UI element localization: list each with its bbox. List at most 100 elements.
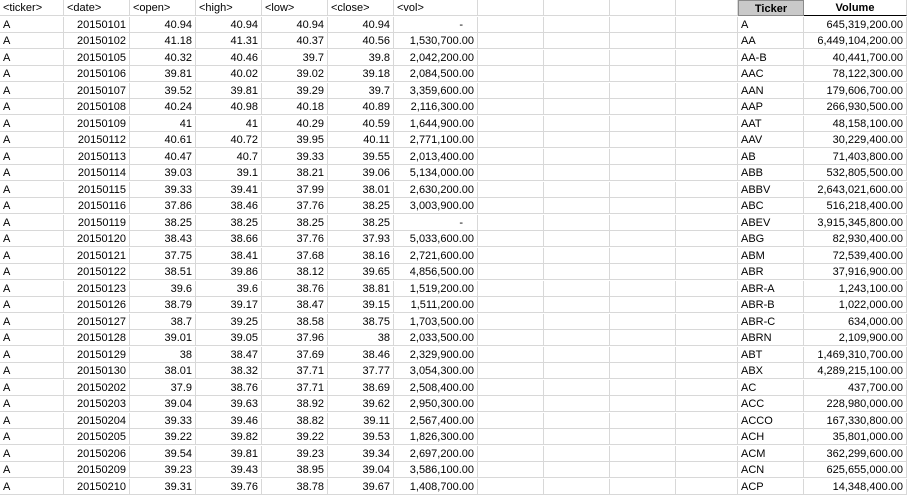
empty-cell[interactable] — [610, 181, 676, 198]
cell-high[interactable]: 39.05 — [196, 330, 262, 346]
cell-low[interactable]: 40.37 — [262, 33, 328, 49]
empty-cell[interactable] — [676, 396, 738, 412]
cell-close[interactable]: 38.81 — [328, 280, 394, 297]
cell-low[interactable]: 39.33 — [262, 148, 328, 165]
empty-cell[interactable] — [676, 412, 738, 429]
cell-low[interactable]: 40.18 — [262, 99, 328, 115]
cell-ticker[interactable]: A — [0, 280, 64, 297]
cell-date[interactable]: 20150116 — [64, 198, 130, 214]
empty-cell[interactable] — [610, 49, 676, 66]
cell-vol[interactable]: 2,042,200.00 — [394, 49, 478, 66]
cell-high[interactable]: 39.46 — [196, 412, 262, 429]
empty-cell[interactable] — [610, 198, 676, 214]
cell-open[interactable]: 40.32 — [130, 49, 196, 66]
empty-cell[interactable] — [676, 49, 738, 66]
empty-cell[interactable] — [544, 231, 610, 247]
cell-ticker[interactable]: A — [0, 462, 64, 478]
cell-date[interactable]: 20150107 — [64, 82, 130, 99]
summary-cell-volume[interactable]: 437,700.00 — [804, 379, 907, 396]
cell-vol[interactable]: 1,826,300.00 — [394, 429, 478, 445]
cell-high[interactable]: 39.1 — [196, 165, 262, 181]
summary-cell-volume[interactable]: 516,218,400.00 — [804, 198, 907, 214]
cell-low[interactable]: 38.25 — [262, 214, 328, 231]
cell-date[interactable]: 20150127 — [64, 313, 130, 330]
cell-low[interactable]: 39.02 — [262, 66, 328, 82]
empty-cell[interactable] — [544, 462, 610, 478]
empty-cell[interactable] — [676, 313, 738, 330]
cell-date[interactable]: 20150114 — [64, 165, 130, 181]
cell-open[interactable]: 38.43 — [130, 231, 196, 247]
cell-vol[interactable]: 1,703,500.00 — [394, 313, 478, 330]
summary-cell-volume[interactable]: 167,330,800.00 — [804, 412, 907, 429]
cell-date[interactable]: 20150210 — [64, 478, 130, 495]
empty-cell[interactable] — [544, 16, 610, 33]
cell-open[interactable]: 39.23 — [130, 462, 196, 478]
empty-cell[interactable] — [610, 429, 676, 445]
cell-vol[interactable]: - — [394, 16, 478, 33]
cell-low[interactable]: 37.99 — [262, 181, 328, 198]
cell-close[interactable]: 39.62 — [328, 396, 394, 412]
empty-cell[interactable] — [610, 82, 676, 99]
empty-cell[interactable] — [610, 66, 676, 82]
cell-open[interactable]: 39.33 — [130, 412, 196, 429]
cell-low[interactable]: 38.95 — [262, 462, 328, 478]
empty-cell[interactable] — [676, 346, 738, 363]
empty-cell[interactable] — [478, 429, 544, 445]
cell-low[interactable]: 38.12 — [262, 264, 328, 280]
empty-cell[interactable] — [478, 33, 544, 49]
empty-cell[interactable] — [610, 16, 676, 33]
cell-ticker[interactable]: A — [0, 429, 64, 445]
empty-cell[interactable] — [676, 363, 738, 379]
cell-low[interactable]: 38.76 — [262, 280, 328, 297]
empty-cell[interactable] — [544, 363, 610, 379]
empty-cell[interactable] — [610, 346, 676, 363]
cell-high[interactable]: 38.46 — [196, 198, 262, 214]
empty-cell[interactable] — [676, 99, 738, 115]
cell-open[interactable]: 39.33 — [130, 181, 196, 198]
cell-close[interactable]: 39.65 — [328, 264, 394, 280]
empty-cell[interactable] — [544, 99, 610, 115]
cell-close[interactable]: 39.34 — [328, 445, 394, 462]
cell-high[interactable]: 38.25 — [196, 214, 262, 231]
summary-cell-volume[interactable]: 30,229,400.00 — [804, 132, 907, 148]
empty-cell[interactable] — [676, 214, 738, 231]
cell-close[interactable]: 39.11 — [328, 412, 394, 429]
summary-cell-volume[interactable]: 35,801,000.00 — [804, 429, 907, 445]
empty-cell[interactable] — [544, 429, 610, 445]
cell-close[interactable]: 40.11 — [328, 132, 394, 148]
empty-cell[interactable] — [544, 330, 610, 346]
cell-date[interactable]: 20150120 — [64, 231, 130, 247]
cell-date[interactable]: 20150112 — [64, 132, 130, 148]
empty-cell[interactable] — [610, 99, 676, 115]
empty-cell[interactable] — [676, 66, 738, 82]
cell-high[interactable]: 39.63 — [196, 396, 262, 412]
cell-open[interactable]: 39.04 — [130, 396, 196, 412]
cell-ticker[interactable]: A — [0, 330, 64, 346]
cell-ticker[interactable]: A — [0, 396, 64, 412]
empty-cell[interactable] — [544, 280, 610, 297]
empty-cell[interactable] — [544, 132, 610, 148]
summary-cell-ticker[interactable]: ABR — [738, 264, 804, 280]
summary-cell-ticker[interactable]: ABBV — [738, 181, 804, 198]
empty-cell[interactable] — [676, 181, 738, 198]
empty-cell[interactable] — [676, 82, 738, 99]
cell-open[interactable]: 40.47 — [130, 148, 196, 165]
cell-open[interactable]: 39.22 — [130, 429, 196, 445]
cell-high[interactable]: 38.32 — [196, 363, 262, 379]
cell-ticker[interactable]: A — [0, 231, 64, 247]
cell-low[interactable]: 37.71 — [262, 379, 328, 396]
summary-cell-volume[interactable]: 14,348,400.00 — [804, 478, 907, 495]
cell-close[interactable]: 39.15 — [328, 297, 394, 313]
cell-close[interactable]: 40.89 — [328, 99, 394, 115]
cell-open[interactable]: 41.18 — [130, 33, 196, 49]
summary-cell-ticker[interactable]: ACC — [738, 396, 804, 412]
cell-date[interactable]: 20150202 — [64, 379, 130, 396]
summary-cell-ticker[interactable]: ABR-C — [738, 313, 804, 330]
cell-close[interactable]: 38.25 — [328, 214, 394, 231]
summary-cell-volume[interactable]: 37,916,900.00 — [804, 264, 907, 280]
summary-cell-volume[interactable]: 82,930,400.00 — [804, 231, 907, 247]
cell-ticker[interactable]: A — [0, 412, 64, 429]
empty-cell[interactable] — [478, 16, 544, 33]
summary-cell-volume[interactable]: 3,915,345,800.00 — [804, 214, 907, 231]
cell-vol[interactable]: 2,721,600.00 — [394, 247, 478, 264]
